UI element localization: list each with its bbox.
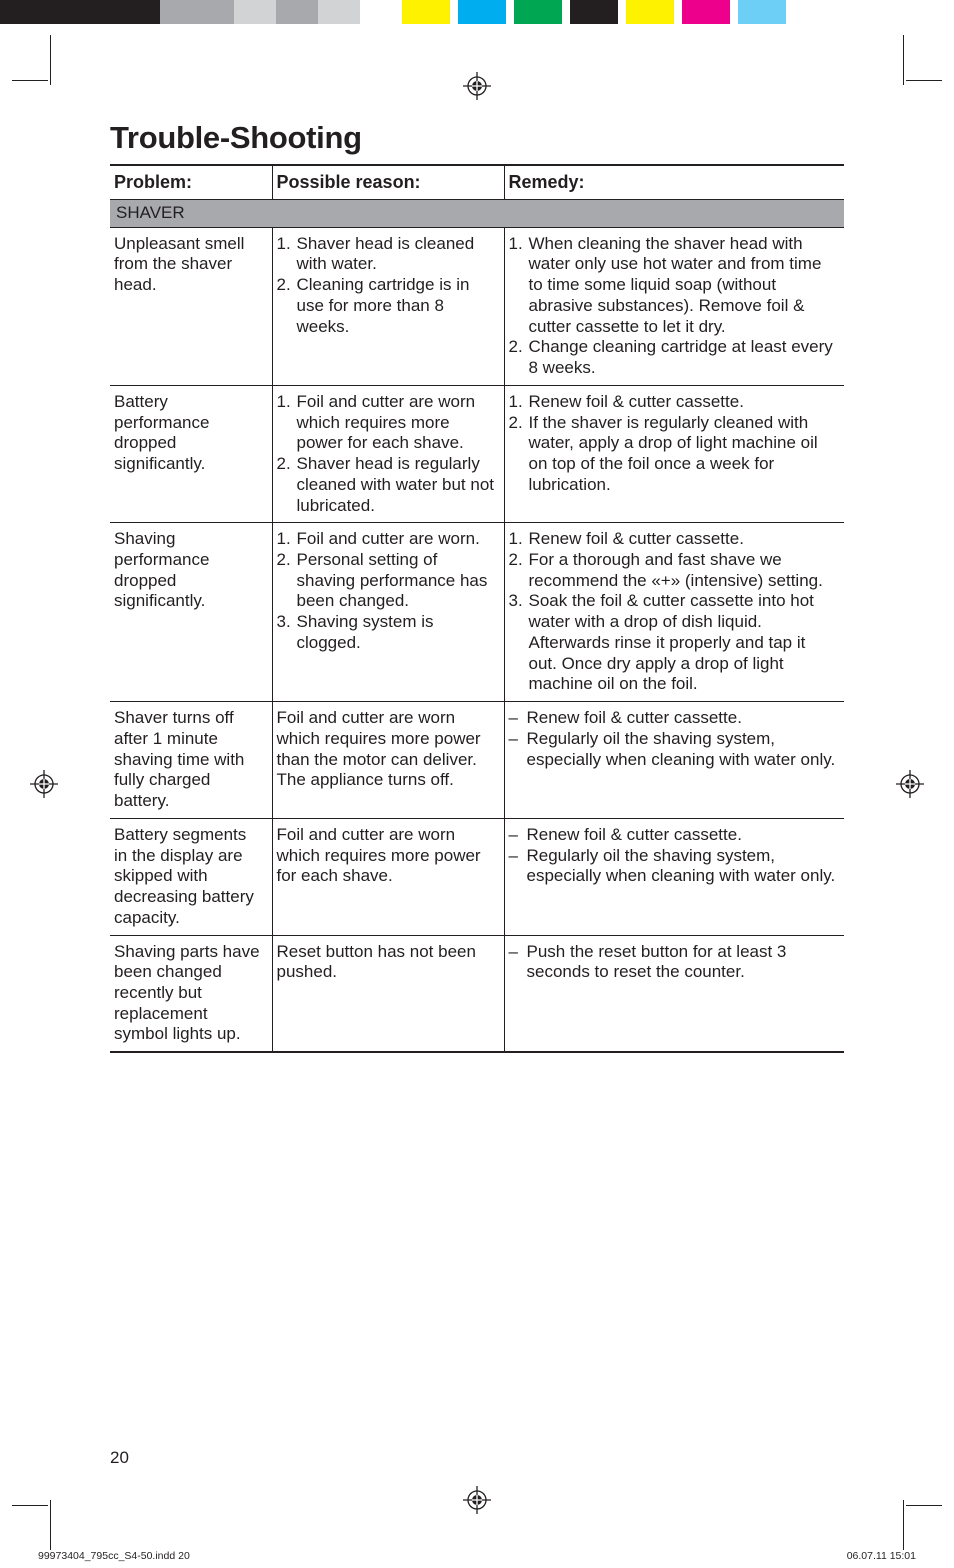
color-swatch [120, 0, 160, 24]
crop-mark [903, 1500, 904, 1550]
list-item: If the shaver is regularly cleaned with … [509, 413, 837, 496]
color-swatch [160, 0, 234, 24]
list-item: Push the reset button for at least 3 sec… [509, 942, 837, 983]
list-item: Renew foil & cutter cassette. [509, 529, 837, 550]
table-row: Shaver turns off after 1 minute shaving … [110, 702, 844, 819]
cell-remedy: Renew foil & cutter cassette.For a thoro… [504, 523, 844, 702]
list-item: Foil and cutter are worn which requires … [277, 392, 496, 454]
list-item: Foil and cutter are worn. [277, 529, 496, 550]
list-item: Renew foil & cutter cassette. [509, 392, 837, 413]
crop-mark [12, 1505, 48, 1506]
cell-reason: Foil and cutter are worn which requires … [272, 702, 504, 819]
list-item: Shaver head is regularly cleaned with wa… [277, 454, 496, 516]
cell-reason: Foil and cutter are worn which requires … [272, 385, 504, 522]
list-item: Shaver head is cleaned with water. [277, 234, 496, 275]
table-row: Unpleasant smell from the shaver head.Sh… [110, 227, 844, 385]
color-swatch [506, 0, 514, 24]
list-item: Regularly oil the shaving system, especi… [509, 729, 837, 770]
color-swatch [0, 0, 120, 24]
cell-problem: Shaving parts have been changed recently… [110, 935, 272, 1052]
cell-reason: Foil and cutter are worn.Personal settin… [272, 523, 504, 702]
color-swatch [674, 0, 682, 24]
color-swatch [458, 0, 506, 24]
registration-mark-icon [30, 770, 58, 798]
cell-problem: Battery performance dropped significantl… [110, 385, 272, 522]
registration-mark-icon [896, 770, 924, 798]
cell-remedy: Renew foil & cutter cassette.Regularly o… [504, 702, 844, 819]
crop-mark [12, 80, 48, 81]
list-item: Cleaning cartridge is in use for more th… [277, 275, 496, 337]
color-swatch [682, 0, 730, 24]
th-problem: Problem: [110, 165, 272, 200]
crop-mark [906, 1505, 942, 1506]
color-swatch [402, 0, 450, 24]
printer-color-bar [0, 0, 954, 24]
color-swatch [626, 0, 674, 24]
color-swatch [276, 0, 318, 24]
list-item: Change cleaning cartridge at least every… [509, 337, 837, 378]
color-swatch [618, 0, 626, 24]
table-row: Shaving performance dropped significantl… [110, 523, 844, 702]
th-remedy: Remedy: [504, 165, 844, 200]
cell-problem: Shaving performance dropped significantl… [110, 523, 272, 702]
page-number: 20 [110, 1448, 129, 1468]
th-reason: Possible reason: [272, 165, 504, 200]
color-swatch [730, 0, 738, 24]
table-row: Battery segments in the display are skip… [110, 818, 844, 935]
page-title: Trouble-Shooting [110, 120, 844, 156]
crop-mark [906, 80, 942, 81]
cell-reason: Shaver head is cleaned with water.Cleani… [272, 227, 504, 385]
list-item: Soak the foil & cutter cassette into hot… [509, 591, 837, 695]
color-swatch [562, 0, 570, 24]
cell-remedy: Push the reset button for at least 3 sec… [504, 935, 844, 1052]
cell-problem: Shaver turns off after 1 minute shaving … [110, 702, 272, 819]
color-swatch [514, 0, 562, 24]
list-item: Shaving system is clogged. [277, 612, 496, 653]
list-item: Renew foil & cutter cassette. [509, 708, 837, 729]
footer-date: 06.07.11 15:01 [847, 1550, 916, 1562]
color-swatch [738, 0, 786, 24]
crop-mark [903, 35, 904, 85]
list-item: Personal setting of shaving performance … [277, 550, 496, 612]
list-item: When cleaning the shaver head with water… [509, 234, 837, 338]
footer-filename: 99973404_795cc_S4-50.indd 20 [38, 1550, 190, 1562]
table-row: Battery performance dropped significantl… [110, 385, 844, 522]
registration-mark-icon [463, 1486, 491, 1514]
table-row: Shaving parts have been changed recently… [110, 935, 844, 1052]
crop-mark [50, 35, 51, 85]
cell-problem: Unpleasant smell from the shaver head. [110, 227, 272, 385]
color-swatch [450, 0, 458, 24]
list-item: Regularly oil the shaving system, especi… [509, 846, 837, 887]
color-swatch [234, 0, 276, 24]
color-swatch [318, 0, 360, 24]
cell-reason: Reset button has not been pushed. [272, 935, 504, 1052]
cell-remedy: Renew foil & cutter cassette.Regularly o… [504, 818, 844, 935]
list-item: For a thorough and fast shave we recomme… [509, 550, 837, 591]
cell-problem: Battery segments in the display are skip… [110, 818, 272, 935]
registration-mark-icon [463, 72, 491, 100]
color-swatch [360, 0, 402, 24]
cell-remedy: Renew foil & cutter cassette.If the shav… [504, 385, 844, 522]
section-header: SHAVER [110, 200, 844, 228]
list-item: Renew foil & cutter cassette. [509, 825, 837, 846]
cell-reason: Foil and cutter are worn which requires … [272, 818, 504, 935]
crop-mark [50, 1500, 51, 1550]
color-swatch [570, 0, 618, 24]
troubleshooting-table: Problem: Possible reason: Remedy: SHAVER… [110, 164, 844, 1053]
cell-remedy: When cleaning the shaver head with water… [504, 227, 844, 385]
